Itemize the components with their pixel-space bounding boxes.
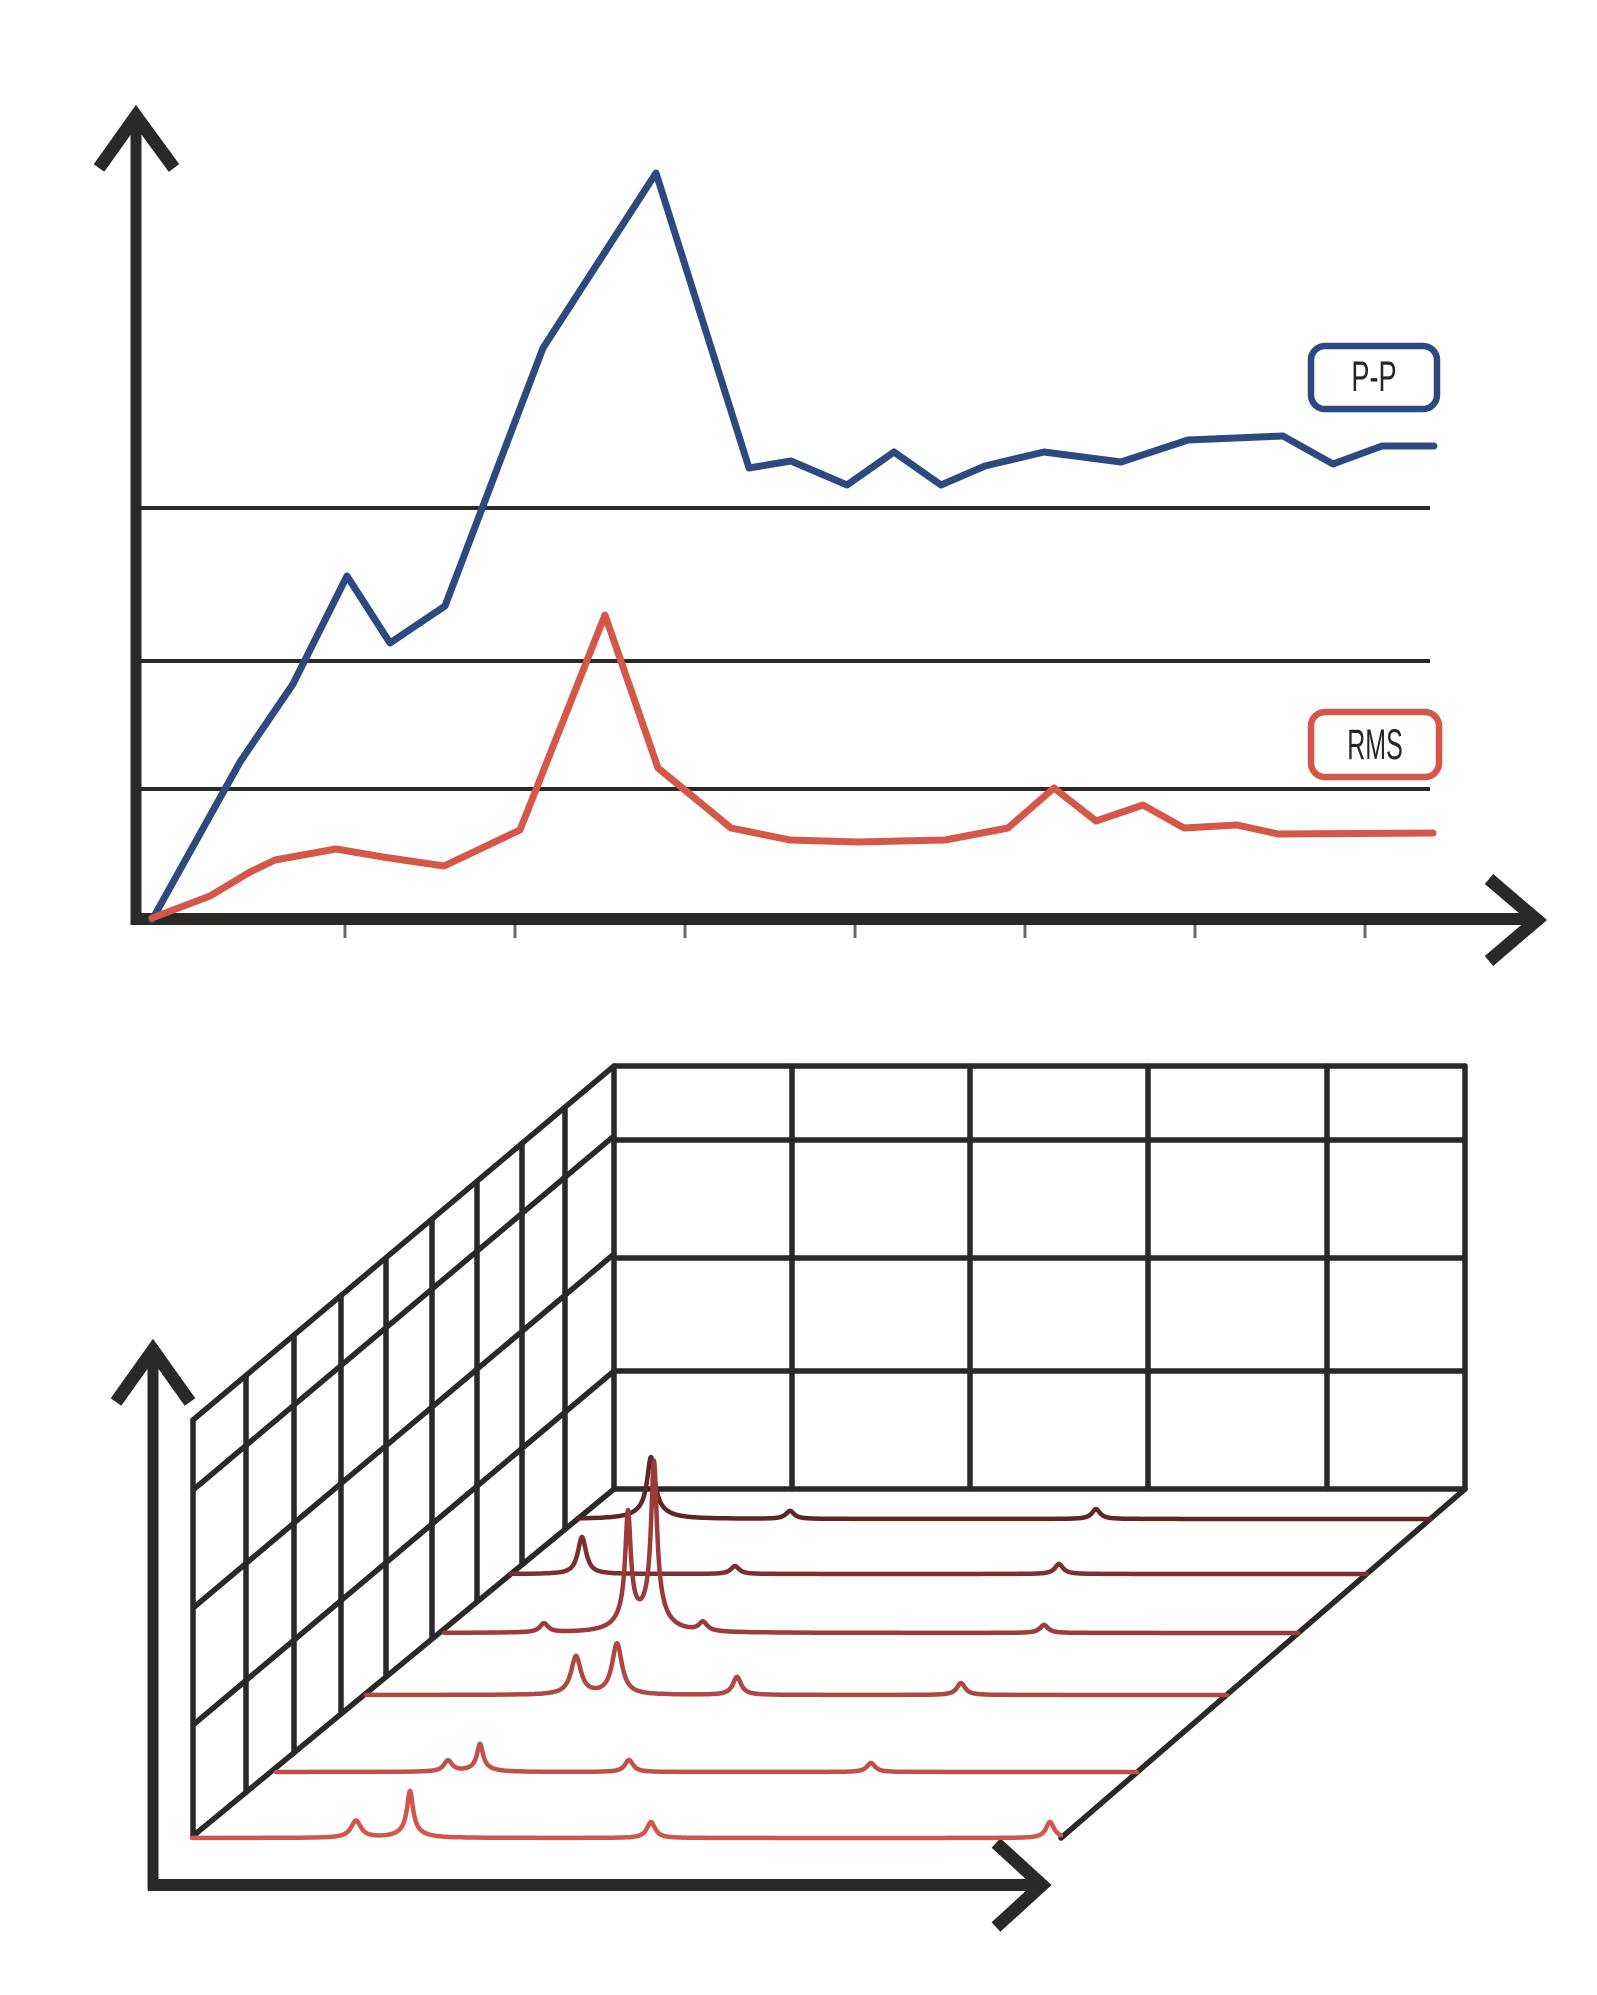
- svg-text:P-P: P-P: [1351, 352, 1396, 401]
- svg-text:RMS: RMS: [1347, 721, 1402, 769]
